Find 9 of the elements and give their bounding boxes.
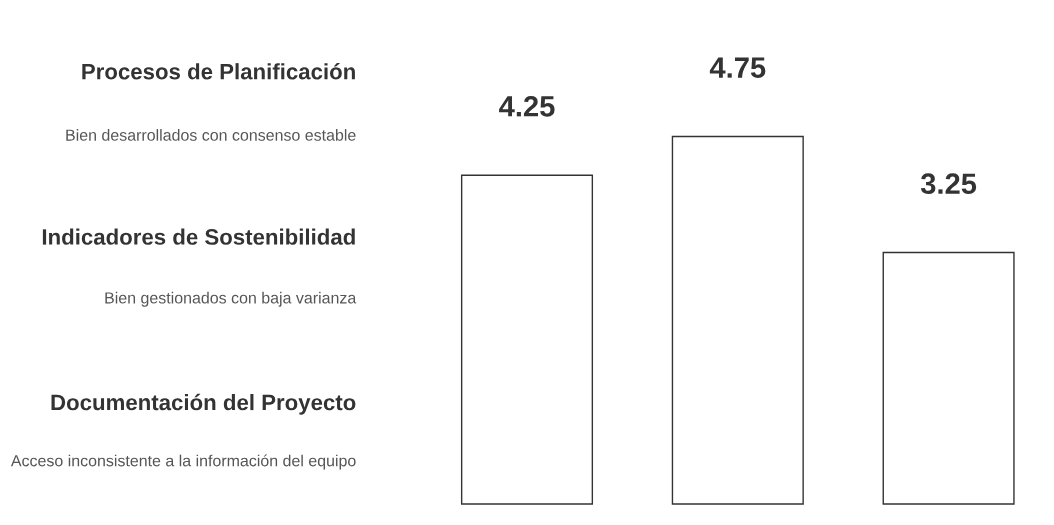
data-label: 4.25 [499, 95, 555, 117]
text: Indicadores de Sostenibilidad [42, 228, 355, 245]
text: Procesos de Planificación [82, 62, 355, 80]
text: Bien desarrollados con consenso estable [66, 129, 356, 141]
text: Acceso inconsistente a la información del equipo [10, 454, 356, 470]
text: Bien gestionados con baja varianza [105, 291, 357, 307]
data-label: 4.75 [709, 57, 766, 78]
text: Documentación del Proyecto [51, 393, 356, 415]
data-label: 3.25 [920, 173, 977, 195]
